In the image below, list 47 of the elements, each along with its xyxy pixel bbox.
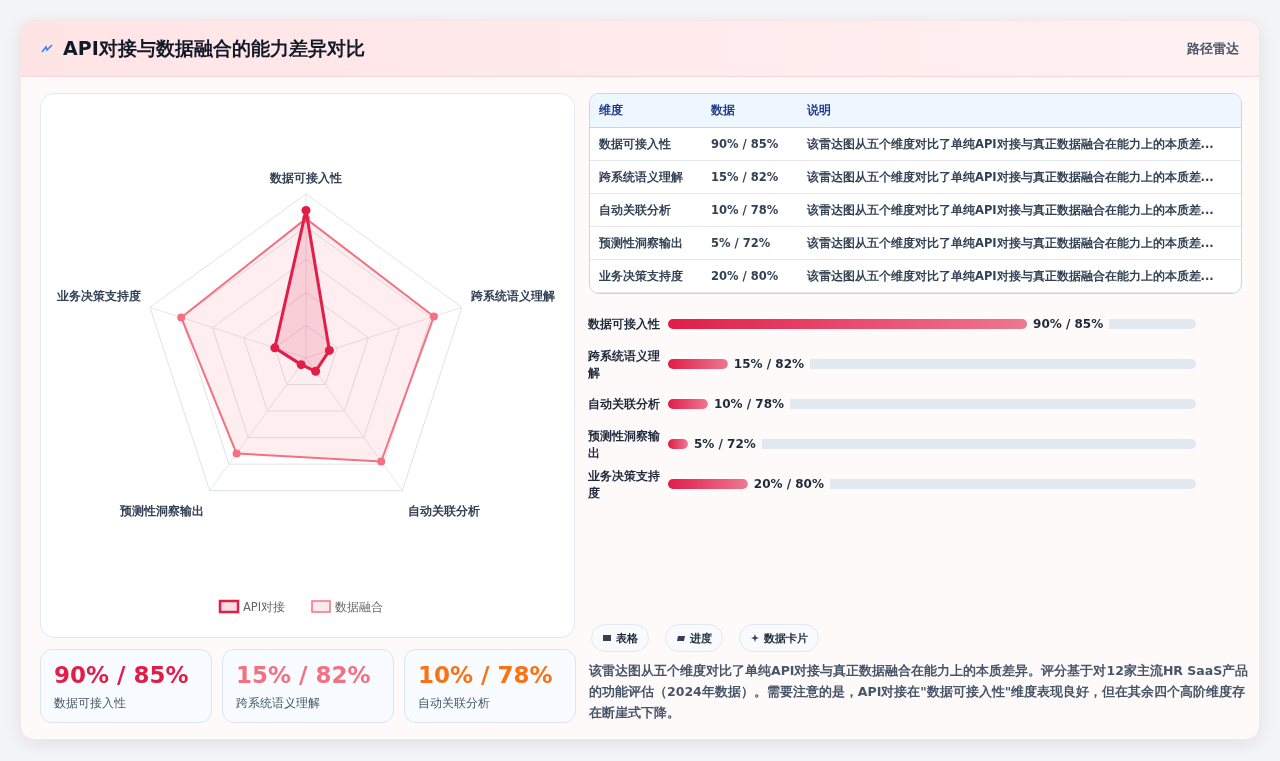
text: 数据卡片 (764, 630, 808, 646)
spoke-label: 数据可接入性 (269, 171, 342, 185)
category-label: 数据可接入性 (54, 696, 126, 710)
y-tick-label: 跨系统语义理解 (587, 348, 660, 380)
category-label: 业务决策支持度 (599, 268, 683, 283)
text: 90% / 85% (54, 662, 189, 688)
text: 该雷达图从五个维度对比了单纯API对接与真正数据融合在能力上的本质差... (798, 160, 1241, 194)
text: 说明 (798, 94, 1241, 128)
text: 15% / 82% (236, 662, 371, 688)
category-label: 自动关联分析 (599, 202, 671, 217)
text: 10% / 78% (418, 662, 553, 688)
text: 维度 (590, 94, 702, 128)
text: 20% / 80% (702, 259, 798, 293)
legend-label: API对接 (243, 600, 286, 614)
spoke-label: 预测性洞察输出 (118, 503, 204, 518)
text: 90% / 85% (711, 137, 779, 151)
text: 数据 (702, 94, 798, 128)
y-tick-label: 业务决策支持度 (587, 468, 660, 500)
y-tick-label: 数据可接入性 (587, 317, 660, 331)
text: 该雷达图从五个维度对比了单纯API对接与真正数据融合在能力上的本质差异。评分基于对12家主流HR SaaS产品的功能评估（2024年数据）。需要注意的是，API对接在"数据可接入性"维度表现良好，但在其余四个高阶维度存在断崖式下降。 (589, 662, 1249, 722)
category-label: 预测性洞察输出 (599, 235, 683, 250)
data-label: 10% / 78% (713, 397, 785, 411)
category-label: 跨系统语义理解 (236, 696, 320, 710)
data-label: 20% / 80% (753, 477, 824, 491)
chart-title: API对接与数据融合的能力差异对比 (63, 36, 365, 61)
data-label: 5% / 72% (693, 437, 756, 451)
spoke-label: 自动关联分析 (408, 503, 481, 518)
category-label: 自动关联分析 (418, 696, 490, 710)
y-tick-label: 自动关联分析 (588, 397, 660, 411)
data-label: 90% / 85% (1033, 317, 1104, 331)
text: 表格 (616, 630, 638, 646)
legend-label: 数据融合 (335, 600, 383, 614)
text: 该雷达图从五个维度对比了单纯API对接与真正数据融合在能力上的本质差... (807, 235, 1214, 250)
spoke-label: 跨系统语义理解 (470, 289, 556, 304)
data-label: 15% / 82% (733, 357, 805, 371)
category-label: 跨系统语义理解 (599, 169, 683, 184)
text: 该雷达图从五个维度对比了单纯API对接与真正数据融合在能力上的本质差... (807, 136, 1214, 151)
text: 该雷达图从五个维度对比了单纯API对接与真正数据融合在能力上的本质差... (807, 202, 1214, 217)
spoke-label: 业务决策支持度 (55, 289, 141, 304)
category-label: 数据可接入性 (599, 136, 671, 151)
text: 5% / 72% (702, 226, 798, 260)
text: 该雷达图从五个维度对比了单纯API对接与真正数据融合在能力上的本质差... (807, 268, 1214, 283)
text: 10% / 78% (711, 203, 779, 217)
text: 15% / 82% (711, 170, 779, 184)
text: 路径雷达 (1187, 40, 1239, 58)
text: 进度 (690, 630, 712, 646)
y-tick-label: 预测性洞察输出 (587, 428, 661, 460)
